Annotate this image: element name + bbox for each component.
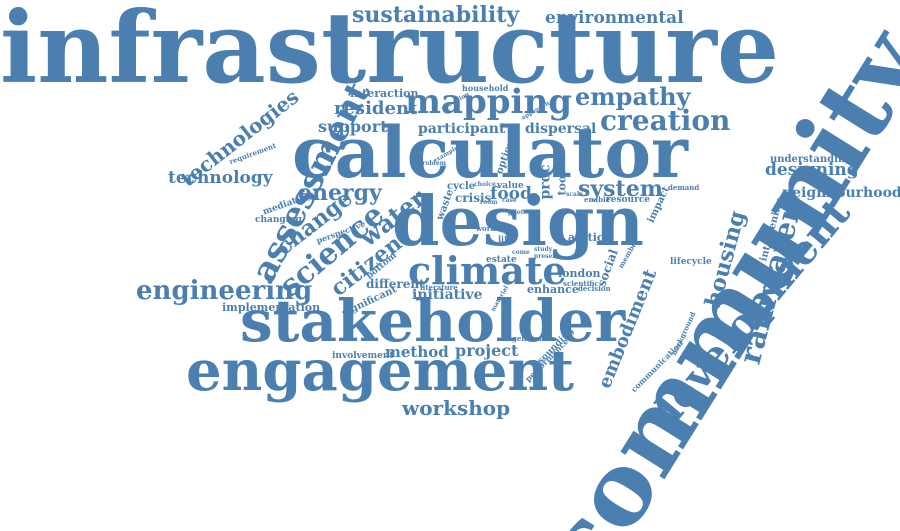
word-engineering: engineering: [136, 276, 313, 306]
word-interaction: interaction: [350, 87, 419, 100]
word-resident: resident: [334, 98, 418, 119]
word-pilot: pilot: [508, 209, 524, 216]
word-come: come: [512, 249, 530, 256]
word-food: food: [490, 184, 532, 204]
word-enhance: enhance: [527, 283, 579, 296]
word-work: work: [476, 224, 496, 233]
word-literature: literature: [420, 283, 458, 292]
word-estate: estate: [486, 255, 517, 265]
word-designing: designing: [765, 160, 859, 180]
word-design: design: [392, 182, 644, 262]
word-changing: changing: [255, 215, 302, 225]
word-room: room: [480, 199, 498, 206]
word-creation: creation: [600, 104, 731, 137]
word-present: present: [534, 253, 560, 260]
word-dispersal: dispersal: [525, 121, 597, 137]
word-mapping: mapping: [405, 82, 572, 122]
word-energy: energy: [298, 180, 382, 206]
word-stakeholder: stakeholder: [240, 287, 626, 355]
word-household: household: [462, 83, 509, 93]
word-value: value: [497, 181, 524, 191]
word-study: study: [534, 246, 553, 253]
word-proc: proc: [537, 164, 554, 200]
word-environmental: environmental: [545, 8, 684, 28]
word-crisis: crisis: [455, 191, 492, 205]
word-understanding: understanding: [770, 154, 853, 165]
word-infrastructure: infrastructure: [0, 0, 780, 106]
word-london: london: [558, 267, 601, 280]
word-choice: choice: [474, 181, 496, 188]
word-empathy: empathy: [575, 82, 691, 111]
word-workshop: workshop: [402, 396, 511, 420]
word-calculator: calculator: [292, 111, 688, 194]
word-cycle: cycle: [447, 181, 476, 192]
word-system: system: [578, 176, 663, 202]
word-engagement: engagement: [186, 338, 575, 404]
word-demand: demand: [668, 183, 700, 192]
word-problem: problem: [418, 160, 446, 167]
word-project: project: [455, 341, 519, 360]
word-method: method: [385, 343, 449, 361]
word-scale: scale: [566, 191, 584, 198]
word-case: case: [502, 197, 517, 204]
word-neighbourhood: neighbourhood: [782, 185, 900, 201]
word-generation: generation: [512, 334, 555, 343]
word-different: different: [366, 277, 425, 291]
word-involvement: involvement: [332, 351, 394, 361]
word-technology: technology: [168, 168, 273, 188]
word-lifecycle: lifecycle: [670, 257, 712, 267]
word-enable: enable: [584, 195, 611, 204]
word-decision: decision: [578, 284, 611, 293]
word-scientific: scientific: [563, 279, 599, 288]
word-participant: participant: [418, 121, 506, 137]
word-support: support: [318, 117, 388, 136]
word-initiative: initiative: [412, 287, 483, 303]
word-sustainability: sustainability: [352, 2, 520, 28]
word-arctic: arctic: [568, 231, 604, 244]
word-climate: climate: [408, 248, 567, 293]
word-life: life: [498, 234, 513, 244]
word-implementation: implementation: [222, 301, 321, 314]
word-resource: resource: [606, 195, 651, 205]
